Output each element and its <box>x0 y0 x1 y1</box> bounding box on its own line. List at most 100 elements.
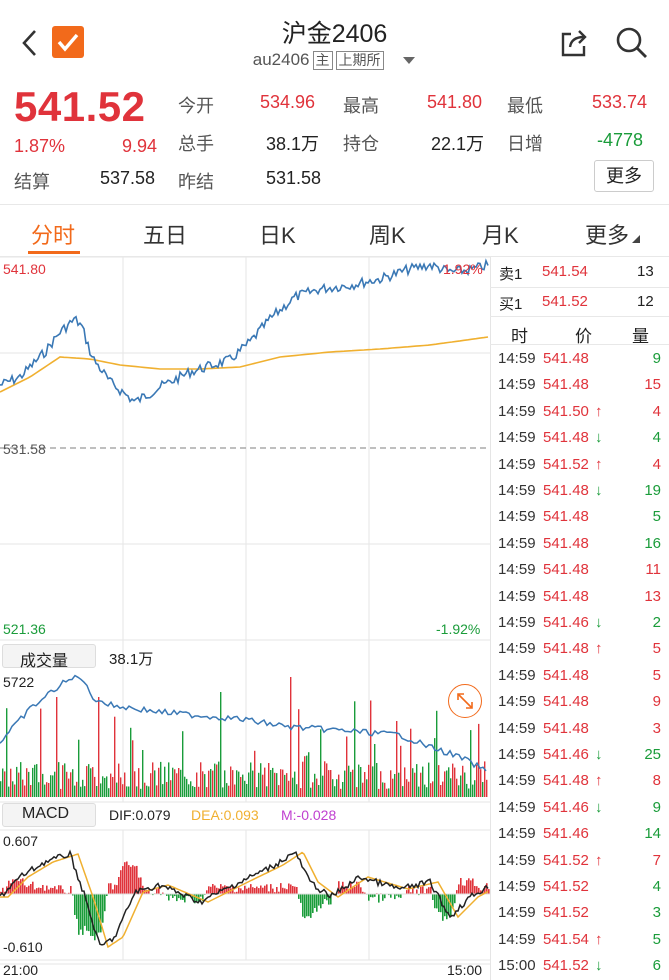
macd-bar <box>466 880 468 894</box>
macd-bar <box>166 894 168 896</box>
macd-bar <box>118 877 120 894</box>
volume-bar <box>356 787 358 797</box>
volume-bar <box>416 764 418 797</box>
macd-bar <box>292 886 294 894</box>
macd-bar <box>322 894 324 904</box>
volume-bar <box>370 700 372 797</box>
volume-bar <box>464 772 466 797</box>
tab-intraday[interactable]: 分时 <box>31 223 76 248</box>
macd-bar <box>316 894 318 912</box>
volume-bar <box>340 788 342 797</box>
macd-indicator-selector[interactable] <box>2 803 96 827</box>
volume-bar <box>34 764 36 797</box>
macd-bar <box>224 885 226 894</box>
volume-bar <box>44 784 46 797</box>
volume-bar <box>434 738 436 797</box>
macd-bar <box>74 894 76 915</box>
volume-bar <box>398 772 400 797</box>
volume-bar <box>238 771 240 797</box>
volume-bar <box>166 782 168 797</box>
last-price: 541.52 <box>14 83 146 130</box>
share-button[interactable] <box>557 26 591 60</box>
buy1-volume: 12 <box>637 293 654 310</box>
volume-bar <box>40 708 42 797</box>
volume-bar <box>294 771 296 797</box>
macd-bar <box>360 887 362 894</box>
volume-bar <box>200 762 202 797</box>
macd-bar <box>134 866 136 894</box>
fullscreen-button[interactable] <box>448 684 482 718</box>
add-watchlist-button[interactable] <box>52 26 84 58</box>
volume-bar <box>468 788 470 797</box>
volume-indicator-selector[interactable] <box>2 644 96 668</box>
volume-bar <box>72 769 74 797</box>
macd-bar <box>120 870 122 894</box>
macd-bar <box>102 894 104 923</box>
tick-time: 14:59 <box>498 429 536 447</box>
tab-monthly-k[interactable]: 月K <box>482 223 519 248</box>
volume-bar <box>354 701 356 797</box>
macd-bar <box>160 894 162 896</box>
back-button[interactable] <box>18 26 42 60</box>
macd-bar <box>40 888 42 894</box>
volume-bar <box>230 766 232 797</box>
macd-bar <box>138 877 140 894</box>
macd-bar <box>48 889 50 894</box>
tick-price: 541.52 <box>543 904 589 922</box>
macd-bar <box>254 888 256 894</box>
search-button[interactable] <box>614 25 650 61</box>
volume-bar <box>136 786 138 797</box>
tab-five-day[interactable]: 五日 <box>143 223 188 248</box>
macd-bar <box>114 884 116 894</box>
macd-bar <box>396 894 398 896</box>
macd-bar <box>354 886 356 894</box>
macd-bar <box>42 885 44 894</box>
volume-bar <box>282 769 284 797</box>
volume-bar <box>296 784 298 797</box>
tick-volume: 5 <box>652 930 661 948</box>
volume-bar <box>218 761 220 797</box>
tab-more[interactable]: 更多 <box>585 218 641 250</box>
volume-bar <box>408 781 410 797</box>
volume-bar <box>128 786 130 797</box>
macd-bar <box>148 889 150 894</box>
tick-time: 15:00 <box>498 957 536 975</box>
macd-bar <box>326 894 328 901</box>
macd-bar <box>194 894 196 904</box>
tick-price: 541.46 <box>543 825 589 843</box>
volume-bar <box>432 781 434 797</box>
daily-increase-label: 日增 <box>507 134 543 154</box>
volume-bar <box>348 765 350 797</box>
volume-bar <box>332 779 334 797</box>
open-label: 今开 <box>178 96 214 116</box>
contract-selector[interactable]: au2406 主上期所 <box>0 50 669 70</box>
macd-bar <box>302 894 304 917</box>
intraday-chart-area[interactable] <box>0 257 490 980</box>
tick-volume: 14 <box>644 825 661 843</box>
macd-bar <box>406 890 408 894</box>
volume-bar <box>292 777 294 797</box>
tab-daily-k[interactable]: 日K <box>259 223 296 248</box>
volume-bar <box>98 697 100 797</box>
macd-bar <box>474 886 476 894</box>
tick-time: 14:59 <box>498 719 536 737</box>
tab-weekly-k[interactable]: 周K <box>369 223 406 248</box>
macd-dif-value: DIF:0.079 <box>109 807 171 823</box>
volume-bar <box>198 786 200 797</box>
volume-bar <box>100 783 102 797</box>
tick-price: 541.48 <box>543 693 589 711</box>
volume-bar <box>42 773 44 797</box>
more-quote-button[interactable]: 更多 <box>594 160 654 192</box>
volume-bar <box>82 779 84 797</box>
volume-bar <box>486 779 488 797</box>
tick-price: 541.48 <box>543 719 589 737</box>
volume-bar <box>64 763 66 797</box>
open-interest-value: 22.1万 <box>431 134 485 154</box>
axis-high-percent: 1.92% <box>443 261 483 277</box>
volume-bar <box>264 767 266 797</box>
exchange-tag: 上期所 <box>335 51 384 70</box>
volume-bar <box>460 775 462 797</box>
volume-bar <box>276 773 278 797</box>
tick-time: 14:59 <box>498 878 536 895</box>
corner-arrow-icon <box>632 235 641 243</box>
